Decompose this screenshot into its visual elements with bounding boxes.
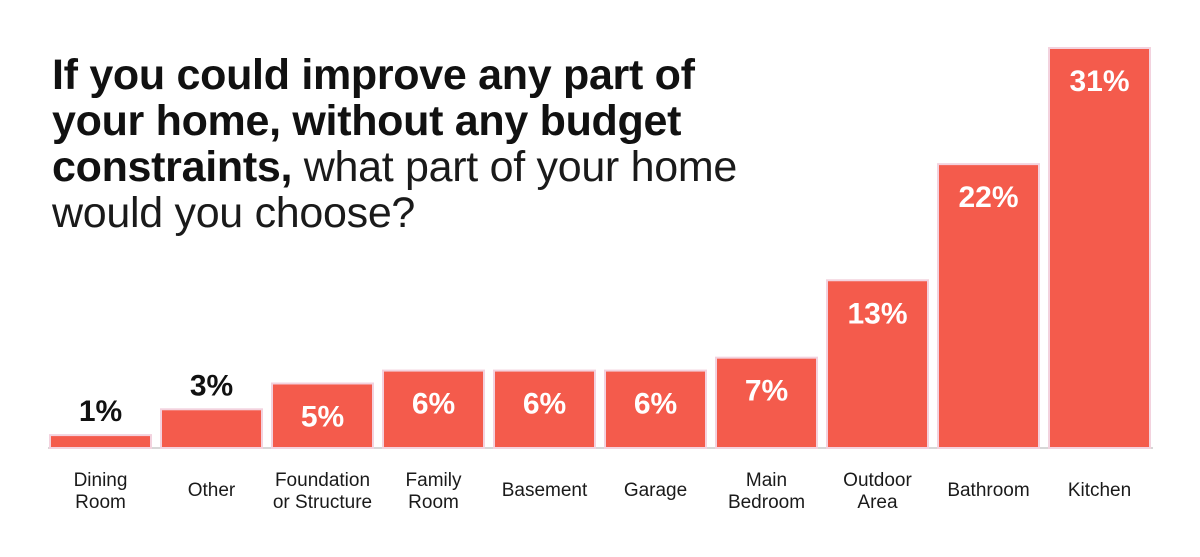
bar-9 [937,163,1040,449]
chart-title-regular: what part of your home would you choose? [52,143,737,237]
category-label-10: Kitchen [1068,480,1131,501]
category-label-5: Basement [502,480,588,501]
category-label-line: Outdoor [843,470,912,491]
bar-6 [604,369,707,450]
value-label-9: 22% [958,181,1018,214]
category-label-9: Bathroom [947,480,1029,501]
bar-7 [715,356,818,450]
category-label-2: Other [188,480,236,501]
value-label-7: 7% [745,375,788,408]
category-label-line: Bedroom [728,492,805,513]
category-label-3: Foundation or Structure [273,470,372,513]
category-label-8: Outdoor Area [843,470,912,513]
bar-2 [160,408,263,449]
category-label-line: Main [746,470,787,491]
category-label-line: Bathroom [947,480,1029,501]
bar-3 [271,382,374,449]
category-label-line: Garage [624,480,687,501]
bar-10 [1048,47,1151,449]
value-label-10: 31% [1069,65,1129,98]
value-label-2: 3% [190,369,233,402]
chart-title: If you could improve any part of your ho… [52,52,772,236]
category-label-line: Room [75,492,126,513]
value-label-3: 5% [301,400,344,433]
category-label-4: Family Room [406,470,462,513]
category-label-7: Main Bedroom [728,470,805,513]
value-label-1: 1% [79,395,122,428]
category-label-line: Area [857,492,898,513]
bars-group [49,47,1151,450]
bar-4 [382,369,485,450]
category-label-line: Family [406,470,462,491]
value-labels-group: 1% 3% 5% 6% 6% 6% 7% 13% 22% 31% [79,65,1130,433]
category-label-line: or Structure [273,492,372,513]
category-label-6: Garage [624,480,687,501]
value-label-6: 6% [634,388,677,421]
category-label-line: Dining [74,470,128,491]
category-label-line: Room [408,492,459,513]
bar-5 [493,369,596,450]
category-label-line: Kitchen [1068,480,1131,501]
bar-8 [826,279,929,449]
category-label-line: Foundation [275,470,370,491]
value-label-5: 6% [523,388,566,421]
value-label-8: 13% [847,297,907,330]
category-label-line: Other [188,480,236,501]
value-label-4: 6% [412,388,455,421]
category-label-line: Basement [502,480,588,501]
bar-1 [49,434,152,449]
chart-title-bold: If you could improve any part of your ho… [52,51,695,191]
category-label-1: Dining Room [74,470,128,513]
